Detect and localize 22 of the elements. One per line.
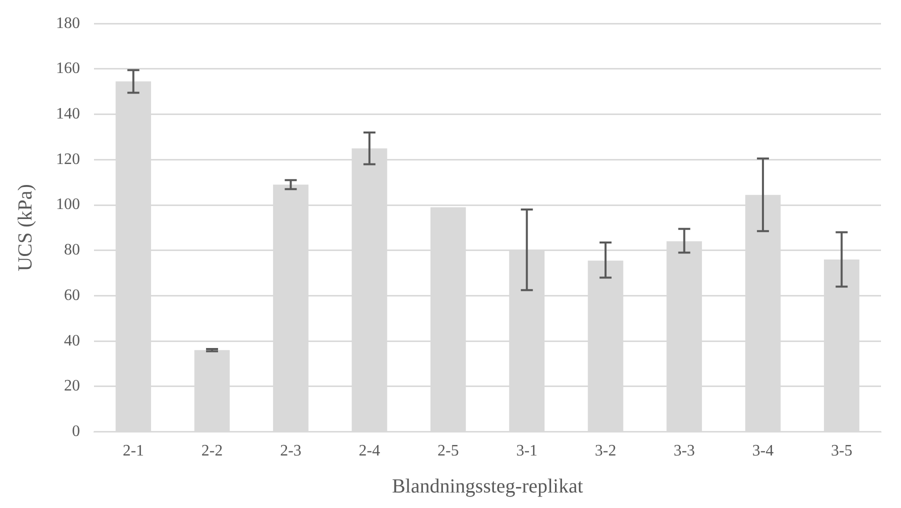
y-tick-label: 180 [56,14,80,32]
x-tick-label: 2-3 [280,442,302,460]
x-tick-label: 3-1 [516,442,538,460]
x-tick-label: 3-4 [752,442,774,460]
y-tick-label: 20 [64,378,80,395]
x-tick-label: 3-2 [594,442,616,460]
y-tick-label: 60 [64,286,80,304]
x-tick-label: 2-1 [122,442,144,460]
x-tick-label: 2-4 [358,442,380,460]
y-tick-label: 40 [64,332,80,350]
x-tick-label: 2-5 [437,442,459,460]
y-tick-label: 100 [56,196,80,214]
y-tick-label: 0 [72,423,80,440]
y-axis-title: UCS (kPa) [14,184,36,272]
y-tick-label: 80 [64,242,80,259]
y-tick-label: 120 [56,150,80,168]
x-tick-label: 3-5 [830,442,852,460]
x-tick-label: 3-3 [674,442,695,460]
x-tick-label: 2-2 [201,442,223,460]
y-tick-label: 160 [56,60,80,78]
y-tick-label: 140 [56,106,80,123]
x-axis-title: Blandningssteg-replikat [392,475,584,498]
